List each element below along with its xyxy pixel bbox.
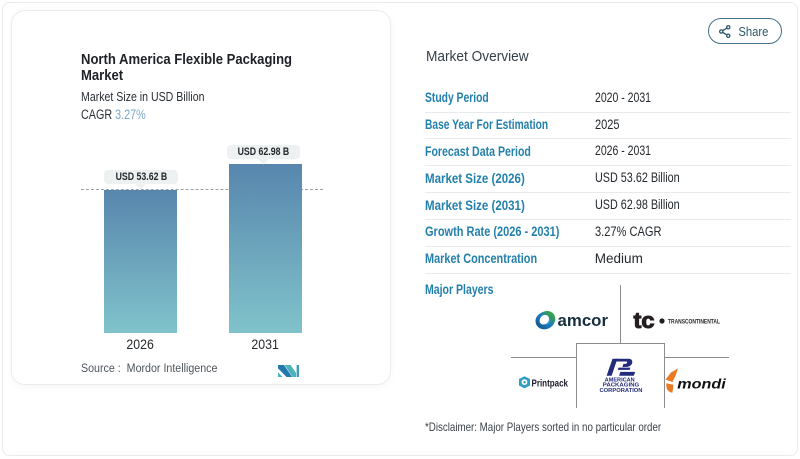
svg-text:TRANSCONTINENTAL: TRANSCONTINENTAL (668, 318, 720, 325)
svg-text:tc: tc (634, 308, 655, 331)
svg-text:mondi: mondi (677, 375, 727, 391)
svg-text:CORPORATION: CORPORATION (600, 388, 643, 393)
svg-text:Printpack: Printpack (532, 377, 569, 389)
svg-text:PACKAGING: PACKAGING (603, 383, 640, 389)
svg-text:amcor: amcor (558, 311, 609, 330)
svg-text:AMERICAN: AMERICAN (605, 378, 635, 384)
